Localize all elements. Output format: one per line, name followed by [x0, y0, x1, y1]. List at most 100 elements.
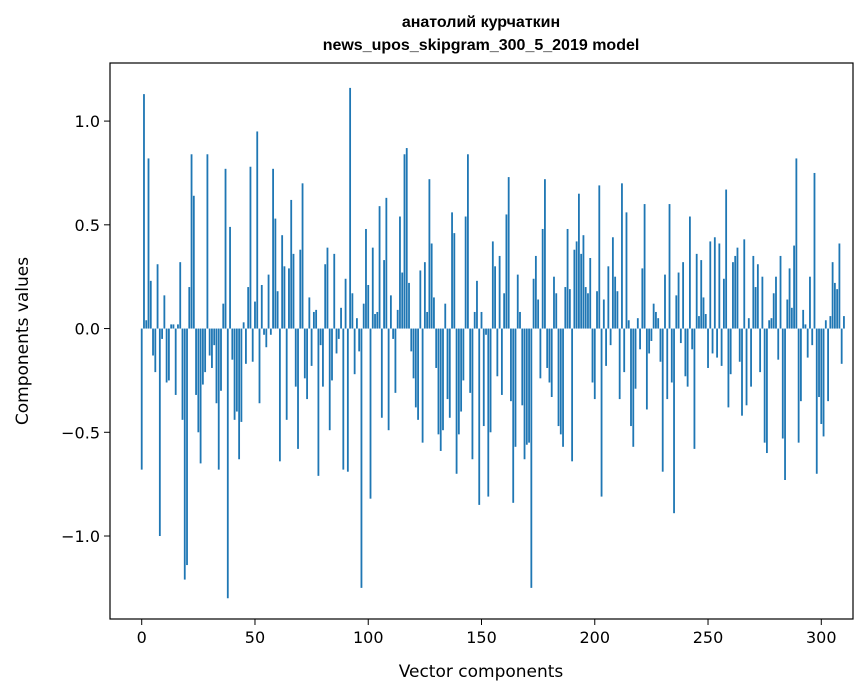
bar [677, 272, 680, 329]
bar [639, 328, 641, 350]
bar [426, 311, 429, 329]
bar [512, 328, 515, 503]
bar [455, 328, 458, 474]
y-tick-label: 0.5 [75, 216, 100, 235]
bar [285, 328, 288, 420]
bar [265, 328, 268, 348]
bar [376, 311, 379, 329]
bar [602, 299, 605, 329]
bar [815, 328, 818, 474]
bar [820, 328, 823, 424]
bar [245, 328, 247, 364]
bar [655, 311, 657, 329]
bar [414, 328, 417, 408]
bar [326, 247, 329, 329]
bar [292, 253, 295, 329]
bar [836, 289, 839, 329]
bar [389, 295, 392, 329]
bar [156, 264, 159, 329]
bar [224, 168, 227, 329]
bar [491, 241, 494, 329]
bar [763, 328, 766, 443]
bar [310, 328, 313, 366]
bar [276, 291, 279, 329]
bar [433, 297, 435, 329]
bar [775, 276, 777, 329]
bar [525, 328, 528, 445]
bar [371, 247, 374, 329]
bar [645, 328, 648, 410]
bar [469, 328, 472, 393]
bar [145, 320, 148, 329]
bar [761, 276, 764, 329]
bar [154, 328, 157, 373]
bar [213, 328, 216, 346]
bar [707, 328, 709, 368]
bar [480, 311, 483, 329]
bar [385, 197, 388, 329]
bar [611, 237, 614, 329]
bar [442, 328, 444, 431]
bar [607, 266, 610, 329]
bar [652, 303, 655, 329]
bar [693, 328, 696, 449]
bar [838, 243, 841, 329]
bar [818, 328, 820, 398]
bar [258, 328, 261, 404]
bar [704, 314, 707, 329]
bar [528, 328, 530, 443]
bar [682, 262, 685, 329]
x-tick-label: 50 [245, 628, 265, 647]
bar [344, 278, 347, 329]
bar [833, 282, 836, 329]
bar [351, 293, 354, 329]
bar [695, 253, 698, 329]
bar [503, 293, 506, 329]
bar [220, 328, 222, 391]
bar [806, 328, 809, 358]
bar [621, 183, 623, 329]
bar [378, 206, 381, 329]
bar [161, 328, 163, 339]
y-axis-label: Components values [13, 257, 33, 425]
bar [335, 328, 338, 354]
bar [204, 328, 207, 373]
bar [831, 262, 834, 329]
bar [177, 324, 179, 329]
bar [299, 249, 302, 329]
bar [460, 328, 463, 412]
bar [247, 287, 250, 329]
bar [211, 328, 213, 368]
ticks-group: 0 50 100 150 200 250 300 −1.0 −0.5 0.0 0.5 1.0 [61, 112, 836, 647]
bar [301, 183, 304, 329]
bar [242, 322, 245, 329]
bar [702, 297, 705, 329]
bar [428, 179, 431, 329]
bar [736, 247, 739, 329]
bar [507, 177, 510, 329]
bar [392, 328, 395, 339]
bar [417, 328, 419, 420]
bar [448, 328, 451, 418]
bar [790, 307, 793, 329]
bar [473, 311, 476, 329]
plot-frame [109, 62, 854, 620]
bar [759, 328, 762, 373]
bar [553, 276, 555, 329]
bar [727, 328, 730, 408]
bar [675, 295, 678, 329]
bar [446, 328, 449, 400]
bar [489, 328, 492, 433]
bar [498, 255, 501, 329]
bar [557, 328, 560, 427]
bar [541, 228, 544, 329]
bar [249, 166, 252, 329]
bar [188, 287, 191, 329]
x-tick-label: 250 [693, 628, 724, 647]
bar [163, 295, 166, 329]
bar [777, 328, 780, 360]
bar [725, 189, 728, 329]
bar [562, 328, 564, 447]
bar [263, 328, 265, 335]
